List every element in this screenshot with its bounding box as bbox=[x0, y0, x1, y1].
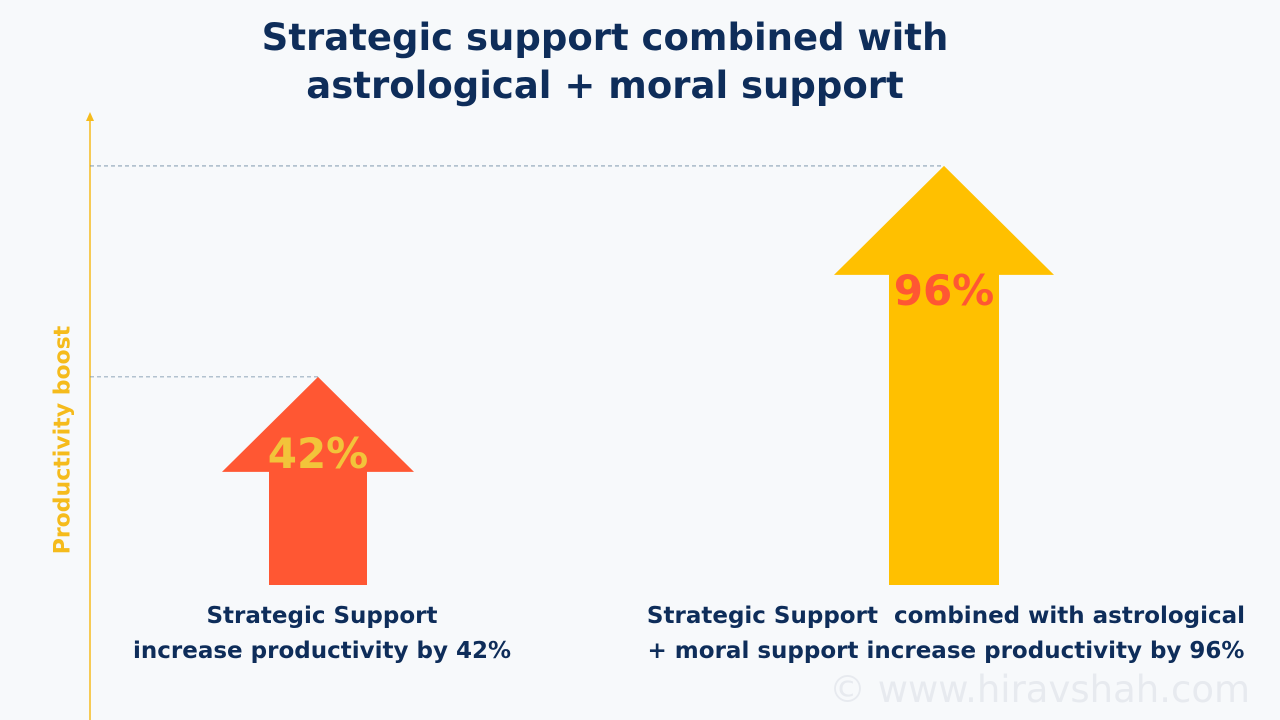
arrow-bar-96 bbox=[834, 165, 1054, 586]
y-axis-arrowhead bbox=[86, 112, 94, 121]
data-label-96: 96% bbox=[893, 265, 995, 315]
y-axis-label: Productivity boost bbox=[50, 325, 76, 555]
chart-title: Strategic support combined with astrolog… bbox=[200, 14, 1010, 110]
arrow-bar-42 bbox=[222, 376, 414, 585]
title-line-2: astrological + moral support bbox=[306, 64, 904, 107]
watermark: © www.hiravshah.com bbox=[828, 668, 1250, 711]
title-line-1: Strategic support combined with bbox=[261, 16, 949, 59]
data-label-42: 42% bbox=[267, 428, 369, 478]
category-label-2: Strategic Support combined with astrolog… bbox=[646, 603, 1246, 664]
category-label-1: Strategic Support increase productivity … bbox=[133, 603, 511, 664]
